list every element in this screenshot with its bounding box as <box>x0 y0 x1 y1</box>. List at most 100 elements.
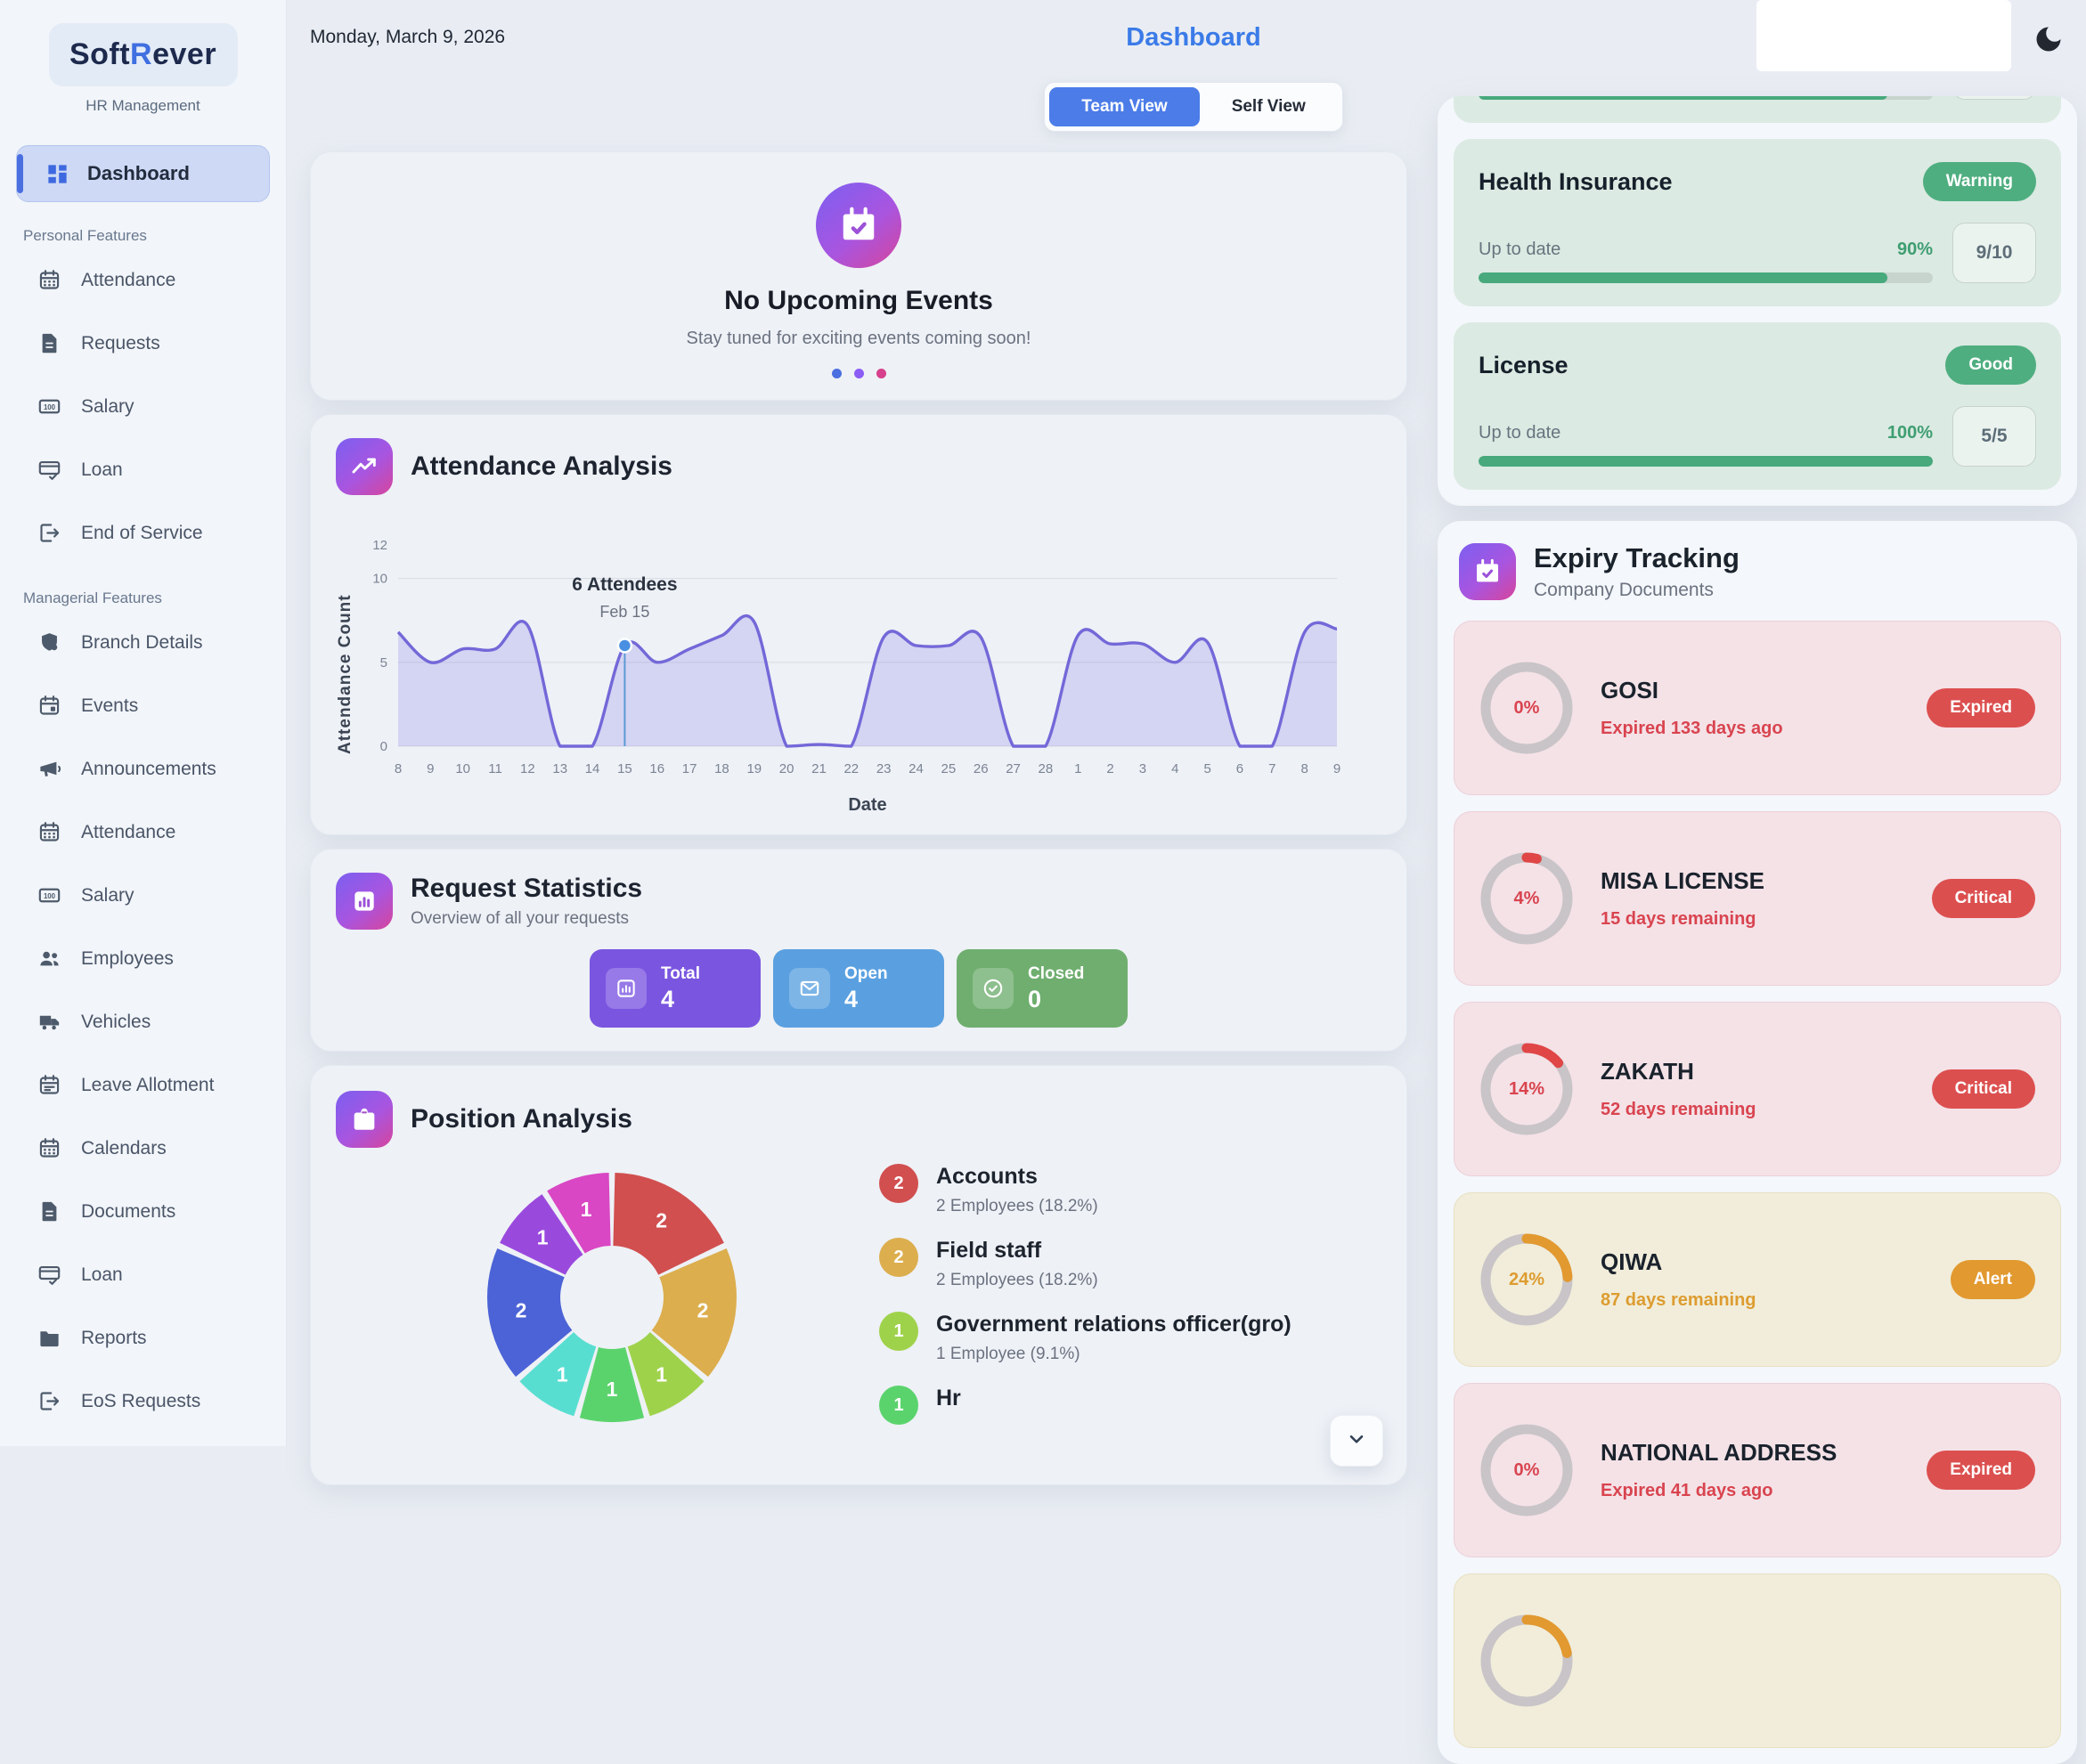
position-analysis-card: Position Analysis 2 2 1 1 1 2 1 1 2 Accounts 2 Em… <box>310 1065 1407 1485</box>
sidebar-item-label: End of Service <box>81 522 203 543</box>
sidebar-item-dashboard[interactable]: Dashboard <box>16 145 270 202</box>
mail-icon <box>789 968 830 1009</box>
attendance-analysis-title: Attendance Analysis <box>411 451 672 481</box>
sidebar-item-loan[interactable]: Loan <box>16 438 270 501</box>
sidebar-item-attendance[interactable]: Attendance <box>16 248 270 312</box>
svg-text:Feb 15: Feb 15 <box>599 603 649 621</box>
sidebar-item-label: Dashboard <box>87 162 190 184</box>
sidebar-item-reports[interactable]: Reports <box>16 1306 270 1370</box>
svg-text:11: 11 <box>488 761 502 776</box>
sidebar-item-calendars[interactable]: Calendars <box>16 1117 270 1180</box>
legend-name: Hr <box>936 1386 961 1410</box>
svg-text:12: 12 <box>520 761 535 776</box>
svg-text:6: 6 <box>1236 761 1243 776</box>
svg-text:21: 21 <box>811 761 827 776</box>
moon-icon <box>2033 27 2065 59</box>
svg-text:1: 1 <box>581 1198 592 1221</box>
stat-value: 0 <box>1028 985 1042 1012</box>
check-icon <box>973 968 1014 1009</box>
calendar-check-icon <box>816 183 901 268</box>
position-donut-chart[interactable]: 2 2 1 1 1 2 1 1 <box>478 1164 746 1435</box>
sidebar-item-employees[interactable]: Employees <box>16 927 270 990</box>
progress-bar <box>1479 96 1933 100</box>
compliance-card-health-insurance: Health Insurance Warning Up to date 90% 9/10 <box>1454 139 2061 306</box>
attendance-area-chart[interactable]: 0 5 10 12 6 Attendees Feb 15 8 9 10 11 12 13 14 15 16 1… <box>355 497 1353 824</box>
sidebar-item-loan[interactable]: Loan <box>16 1243 270 1306</box>
calendar-icon <box>37 1136 61 1160</box>
expiry-note: 52 days remaining <box>1601 1100 1756 1119</box>
expiry-card-misa-license: 4% MISA LICENSE 15 days remaining Critical <box>1454 811 2061 986</box>
sidebar-item-events[interactable]: Events <box>16 674 270 737</box>
truck-icon <box>37 1010 61 1034</box>
count-pill: 9/10 <box>1952 223 2036 283</box>
expiry-note: 87 days remaining <box>1601 1290 1756 1310</box>
request-statistics-title: Request Statistics <box>411 874 643 903</box>
dark-mode-toggle[interactable] <box>2033 23 2065 55</box>
team-view-button[interactable]: Team View <box>1049 87 1200 126</box>
request-statistics-card: Request Statistics Overview of all your … <box>310 849 1407 1052</box>
svg-text:12: 12 <box>372 538 387 553</box>
sidebar-item-requests[interactable]: Requests <box>16 312 270 375</box>
expiry-tracking-panel: Expiry Tracking Company Documents 0% GOSI… <box>1438 521 2077 1764</box>
ring-percent: 0% <box>1513 1459 1540 1480</box>
sidebar-item-announcements[interactable]: Announcements <box>16 737 270 801</box>
expiry-tracking-subtitle: Company Documents <box>1534 580 1714 600</box>
expiry-status-badge: Expired <box>1927 688 2035 728</box>
legend-item: 1 Hr <box>879 1386 1292 1425</box>
sidebar-item-salary[interactable]: 100 Salary <box>16 375 270 438</box>
stat-chip-open: Open 4 <box>773 949 944 1028</box>
bar-chart-icon <box>336 873 393 930</box>
svg-text:0: 0 <box>380 739 387 754</box>
sidebar-item-salary[interactable]: 100 Salary <box>16 864 270 927</box>
svg-text:19: 19 <box>746 761 762 776</box>
svg-text:27: 27 <box>1006 761 1021 776</box>
progress-bar <box>1479 456 1933 467</box>
sidebar-item-label: Requests <box>81 332 160 354</box>
expand-legend-button[interactable] <box>1330 1415 1383 1467</box>
banknote-icon: 100 <box>37 394 61 419</box>
megaphone-icon <box>37 757 61 781</box>
self-view-button[interactable]: Self View <box>1200 87 1338 126</box>
legend-count-chip: 1 <box>879 1312 918 1351</box>
attendance-analysis-card: Attendance Analysis Attendance Count 0 5 1… <box>310 414 1407 835</box>
brand-logo: SoftRever <box>48 23 238 86</box>
chart-y-axis-label: Attendance Count <box>336 593 354 754</box>
sidebar-item-label: Salary <box>81 395 134 417</box>
sidebar-item-attendance[interactable]: Attendance <box>16 801 270 864</box>
card-icon <box>37 1263 61 1287</box>
expiry-ring-gauge: 0% <box>1479 1423 1574 1517</box>
sidebar: SoftRever HR Management Dashboard Person… <box>0 0 287 1446</box>
legend-detail: 2 Employees (18.2%) <box>936 1271 1098 1289</box>
status-badge: Good <box>1945 345 2036 385</box>
status-badge: Warning <box>1922 162 2036 201</box>
sidebar-item-end-of-service[interactable]: End of Service <box>16 501 270 565</box>
svg-text:20: 20 <box>779 761 794 776</box>
sidebar-item-label: Loan <box>81 1264 123 1285</box>
svg-text:100: 100 <box>44 892 56 900</box>
sidebar-item-eos-requests[interactable]: EoS Requests <box>16 1370 270 1433</box>
right-column: Health Insurance Warning Up to date 90% 9/10… <box>1438 96 2077 1764</box>
current-date: Monday, March 9, 2026 <box>310 27 506 47</box>
expiry-card-gosi: 0% GOSI Expired 133 days ago Expired <box>1454 621 2061 795</box>
expiry-note: Expired 41 days ago <box>1601 1481 1773 1500</box>
compliance-panel: Health Insurance Warning Up to date 90% 9/10… <box>1438 96 2077 506</box>
expiry-status-badge: Critical <box>1931 1069 2035 1109</box>
legend-name: Accounts <box>936 1164 1038 1189</box>
sidebar-item-vehicles[interactable]: Vehicles <box>16 990 270 1053</box>
stat-value: 4 <box>844 985 859 1012</box>
carousel-dot-1[interactable] <box>831 369 842 378</box>
document-name: ZAKATH <box>1601 1058 1694 1085</box>
ring-percent: 0% <box>1513 697 1540 718</box>
sidebar-item-documents[interactable]: Documents <box>16 1180 270 1243</box>
carousel-dot-2[interactable] <box>853 369 864 378</box>
svg-text:1: 1 <box>656 1363 667 1386</box>
svg-text:4: 4 <box>1171 761 1178 776</box>
sidebar-item-branch-details[interactable]: Branch Details <box>16 611 270 674</box>
carousel-dot-3[interactable] <box>876 369 886 378</box>
sidebar-item-label: Announcements <box>81 758 216 779</box>
sidebar-item-leave-allotment[interactable]: Leave Allotment <box>16 1053 270 1117</box>
topbar-white-panel <box>1756 0 2011 71</box>
svg-text:18: 18 <box>714 761 729 776</box>
upcoming-events-card: No Upcoming Events Stay tuned for exciti… <box>310 151 1407 401</box>
card-icon <box>37 458 61 482</box>
